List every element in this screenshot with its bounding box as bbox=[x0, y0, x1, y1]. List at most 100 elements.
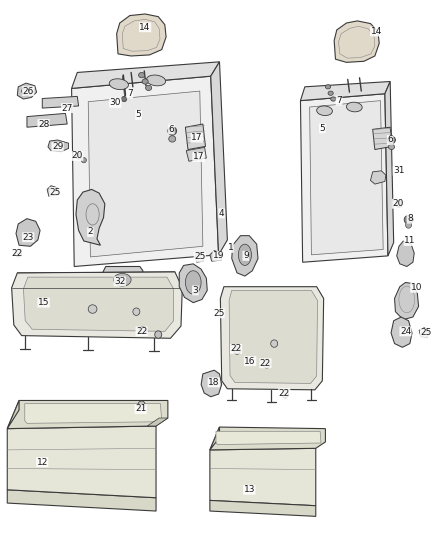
Ellipse shape bbox=[281, 390, 288, 398]
Polygon shape bbox=[300, 94, 387, 262]
Polygon shape bbox=[7, 426, 155, 498]
Polygon shape bbox=[231, 236, 258, 276]
Text: 19: 19 bbox=[212, 252, 224, 260]
Ellipse shape bbox=[145, 85, 151, 91]
Text: 8: 8 bbox=[406, 214, 412, 223]
Polygon shape bbox=[201, 370, 221, 397]
Polygon shape bbox=[71, 76, 218, 266]
Polygon shape bbox=[390, 317, 411, 348]
Polygon shape bbox=[71, 62, 219, 88]
Text: 14: 14 bbox=[370, 27, 381, 36]
Polygon shape bbox=[229, 290, 317, 383]
Polygon shape bbox=[418, 328, 427, 338]
Polygon shape bbox=[147, 418, 167, 426]
Ellipse shape bbox=[109, 79, 128, 90]
Ellipse shape bbox=[263, 361, 270, 368]
Text: 9: 9 bbox=[242, 252, 248, 260]
Ellipse shape bbox=[154, 331, 161, 338]
Text: 4: 4 bbox=[219, 209, 224, 218]
Ellipse shape bbox=[325, 85, 330, 89]
Polygon shape bbox=[48, 140, 68, 152]
Polygon shape bbox=[300, 82, 389, 101]
Polygon shape bbox=[7, 400, 19, 429]
Text: 6: 6 bbox=[168, 125, 174, 134]
Polygon shape bbox=[209, 251, 221, 261]
Ellipse shape bbox=[330, 97, 335, 101]
Ellipse shape bbox=[395, 200, 402, 207]
Text: 7: 7 bbox=[336, 96, 341, 105]
Polygon shape bbox=[47, 185, 58, 196]
Ellipse shape bbox=[233, 347, 240, 354]
Text: 25: 25 bbox=[49, 188, 61, 197]
Polygon shape bbox=[333, 21, 378, 62]
Text: 30: 30 bbox=[110, 98, 121, 107]
Text: 26: 26 bbox=[22, 86, 34, 95]
Text: 29: 29 bbox=[52, 142, 63, 151]
Polygon shape bbox=[372, 127, 392, 150]
Polygon shape bbox=[396, 241, 413, 266]
Text: 31: 31 bbox=[392, 166, 404, 175]
Text: 24: 24 bbox=[399, 327, 410, 336]
Text: 6: 6 bbox=[386, 135, 392, 144]
Text: 27: 27 bbox=[61, 103, 73, 112]
Text: 13: 13 bbox=[243, 485, 254, 494]
Ellipse shape bbox=[113, 273, 131, 286]
Text: 18: 18 bbox=[208, 378, 219, 387]
Polygon shape bbox=[209, 427, 219, 450]
Text: 3: 3 bbox=[192, 286, 198, 295]
Text: 14: 14 bbox=[139, 23, 150, 32]
Polygon shape bbox=[88, 91, 202, 257]
Ellipse shape bbox=[88, 305, 97, 313]
Text: 20: 20 bbox=[71, 151, 83, 160]
Polygon shape bbox=[16, 219, 40, 246]
Text: 17: 17 bbox=[192, 152, 204, 161]
Text: 12: 12 bbox=[36, 458, 48, 466]
Ellipse shape bbox=[346, 102, 361, 112]
Polygon shape bbox=[186, 148, 206, 161]
Text: 5: 5 bbox=[319, 124, 325, 133]
Text: 25: 25 bbox=[212, 309, 224, 318]
Text: 25: 25 bbox=[420, 328, 431, 337]
Text: 22: 22 bbox=[278, 389, 289, 398]
Text: 22: 22 bbox=[259, 359, 270, 368]
Ellipse shape bbox=[388, 144, 394, 150]
Text: 7: 7 bbox=[127, 89, 132, 98]
Polygon shape bbox=[100, 266, 143, 294]
Ellipse shape bbox=[14, 249, 21, 257]
Ellipse shape bbox=[238, 244, 251, 265]
Polygon shape bbox=[210, 62, 227, 255]
Text: 16: 16 bbox=[244, 357, 255, 366]
Polygon shape bbox=[42, 96, 78, 108]
Polygon shape bbox=[179, 264, 207, 303]
Polygon shape bbox=[25, 403, 161, 423]
Ellipse shape bbox=[185, 271, 201, 294]
Ellipse shape bbox=[75, 153, 81, 159]
Ellipse shape bbox=[139, 327, 146, 334]
Ellipse shape bbox=[133, 308, 140, 316]
Polygon shape bbox=[117, 14, 166, 56]
Ellipse shape bbox=[138, 72, 145, 78]
Ellipse shape bbox=[327, 91, 332, 95]
Ellipse shape bbox=[270, 340, 277, 348]
Polygon shape bbox=[209, 500, 315, 516]
Ellipse shape bbox=[405, 222, 411, 228]
Text: 10: 10 bbox=[410, 283, 421, 292]
Ellipse shape bbox=[142, 79, 148, 84]
Text: 2: 2 bbox=[88, 228, 93, 237]
Ellipse shape bbox=[167, 127, 176, 135]
Text: 22: 22 bbox=[136, 327, 147, 336]
Polygon shape bbox=[7, 490, 155, 511]
Ellipse shape bbox=[138, 401, 145, 408]
Text: 28: 28 bbox=[38, 119, 49, 128]
Polygon shape bbox=[309, 101, 382, 255]
Polygon shape bbox=[185, 124, 205, 150]
Text: 21: 21 bbox=[135, 405, 146, 414]
Text: 11: 11 bbox=[403, 237, 415, 246]
Text: 17: 17 bbox=[191, 133, 202, 142]
Polygon shape bbox=[7, 400, 167, 429]
Ellipse shape bbox=[387, 136, 395, 144]
Text: 32: 32 bbox=[114, 277, 125, 286]
Ellipse shape bbox=[121, 96, 127, 102]
Text: 23: 23 bbox=[22, 233, 34, 242]
Text: 5: 5 bbox=[135, 110, 141, 119]
